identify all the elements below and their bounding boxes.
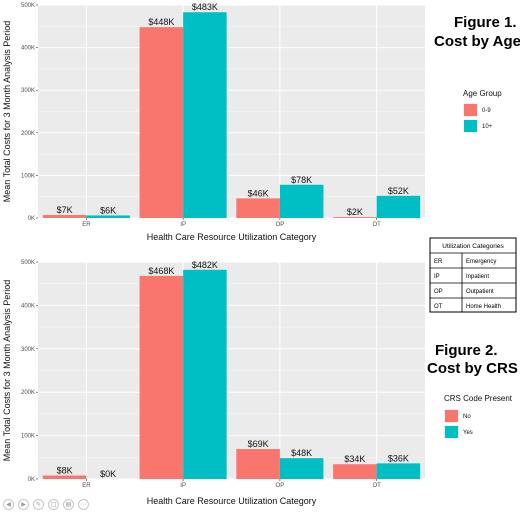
- x-tick-label: IP: [180, 222, 186, 228]
- table-name: Outpatient: [466, 289, 494, 295]
- x-tick-label: IP: [180, 483, 186, 489]
- figure2-subtitle: Cost by CRS: [427, 360, 518, 377]
- y-axis-title: Mean Total Costs for 3 Month Analysis Pe…: [2, 280, 12, 461]
- bar: [86, 215, 130, 218]
- x-tick-label: ER: [82, 483, 91, 489]
- legend-label: 0-9: [482, 108, 491, 114]
- bar-value-label: $46K: [248, 188, 269, 198]
- table-code: OT: [434, 304, 443, 310]
- bar: [42, 215, 87, 218]
- bar-value-label: $6K: [100, 205, 116, 215]
- pages-icon: □: [50, 501, 57, 508]
- figure2-title: Figure 2.: [435, 342, 498, 359]
- figure1-title: Figure 1.: [454, 14, 517, 31]
- y-tick-label: 400K: [21, 46, 35, 52]
- y-tick-label: 500K: [21, 260, 35, 266]
- x-tick-label: ER: [82, 222, 91, 228]
- bar: [376, 463, 421, 479]
- y-tick-label: 200K: [21, 131, 35, 137]
- utilization-categories-table: Utilization Categories ER Emergency IP I…: [429, 237, 517, 313]
- chart-cost-by-crs: 0K 100K 200K 300K 400K 500K $8K $0K ER $468K $482K…: [2, 260, 513, 506]
- bar: [139, 275, 184, 479]
- legend-label: No: [463, 414, 471, 420]
- y-tick-label: 300K: [21, 347, 35, 353]
- bar-value-label: $482K: [192, 260, 218, 270]
- bar: [183, 12, 227, 218]
- y-tick-label: 500K: [21, 3, 35, 9]
- legend-title: CRS Code Present: [444, 394, 513, 403]
- slides-button[interactable]: ▤: [63, 499, 74, 510]
- bar-value-label: $448K: [148, 17, 174, 27]
- x-tick-label: OP: [276, 483, 285, 489]
- bar: [279, 184, 324, 218]
- bar: [376, 195, 421, 218]
- bar-value-label: $78K: [291, 175, 312, 185]
- legend-label: 10+: [482, 124, 493, 130]
- bar-value-label: $468K: [148, 266, 174, 276]
- table-code: OP: [434, 289, 443, 295]
- table-name: Emergency: [466, 259, 496, 265]
- bar: [333, 217, 377, 218]
- legend-swatch: [445, 410, 458, 422]
- bar: [139, 27, 184, 218]
- pages-button[interactable]: □: [48, 499, 59, 510]
- more-icon: ⋯: [80, 501, 87, 508]
- x-tick-label: OT: [372, 222, 381, 228]
- forward-button[interactable]: ▶: [18, 499, 29, 510]
- bar-value-label: $69K: [248, 439, 269, 449]
- table-code: IP: [434, 274, 440, 280]
- y-tick-label: 0K: [28, 477, 35, 483]
- x-tick-label: OT: [372, 483, 381, 489]
- bar-value-label: $48K: [291, 448, 312, 458]
- bar-value-label: $483K: [192, 2, 218, 12]
- pen-button[interactable]: ✎: [33, 499, 44, 510]
- y-tick-label: 200K: [21, 390, 35, 396]
- back-icon: ◀: [6, 501, 11, 508]
- bar: [42, 475, 87, 479]
- slides-icon: ▤: [65, 501, 72, 508]
- y-tick-label: 400K: [21, 303, 35, 309]
- forward-icon: ▶: [21, 501, 26, 508]
- bar-value-label: $34K: [344, 454, 365, 464]
- chart-cost-by-age: 0K 100K 200K 300K 400K 500K $7K $6K ER $448K $483K…: [2, 2, 502, 242]
- bar: [236, 198, 280, 218]
- table-code: ER: [434, 259, 443, 265]
- bar-value-label: $8K: [57, 466, 73, 476]
- legend-title: Age Group: [463, 89, 502, 98]
- legend-label: Yes: [463, 430, 473, 436]
- y-tick-label: 100K: [21, 434, 35, 440]
- legend-swatch: [464, 104, 477, 116]
- bar-value-label: $36K: [388, 453, 409, 463]
- bar: [183, 269, 227, 479]
- pen-icon: ✎: [35, 501, 42, 508]
- y-tick-label: 0K: [28, 216, 35, 222]
- x-axis-title: Health Care Resource Utilization Categor…: [147, 232, 317, 242]
- bar-value-label: $7K: [57, 205, 73, 215]
- bar: [236, 449, 280, 479]
- bar-value-label: $2K: [347, 207, 363, 217]
- table-border: [429, 237, 517, 313]
- legend-swatch: [445, 426, 458, 438]
- bar: [279, 458, 324, 479]
- bar: [333, 464, 377, 479]
- table-name: Home Health: [466, 304, 501, 310]
- figure1-subtitle: Cost by Age: [434, 33, 520, 50]
- y-tick-label: 100K: [21, 173, 35, 179]
- y-tick-label: 300K: [21, 88, 35, 94]
- bar-value-label: $0K: [100, 469, 116, 479]
- back-button[interactable]: ◀: [3, 499, 14, 510]
- bar-value-label: $52K: [388, 186, 409, 196]
- table-name: Inpatient: [466, 274, 489, 280]
- legend-swatch: [464, 120, 477, 132]
- more-button[interactable]: ⋯: [78, 499, 89, 510]
- x-tick-label: OP: [276, 222, 285, 228]
- y-axis-title: Mean Total Costs for 3 Month Analysis Pe…: [2, 21, 12, 202]
- table-title: Utilization Categories: [442, 243, 504, 250]
- x-axis-title: Health Care Resource Utilization Categor…: [147, 496, 317, 506]
